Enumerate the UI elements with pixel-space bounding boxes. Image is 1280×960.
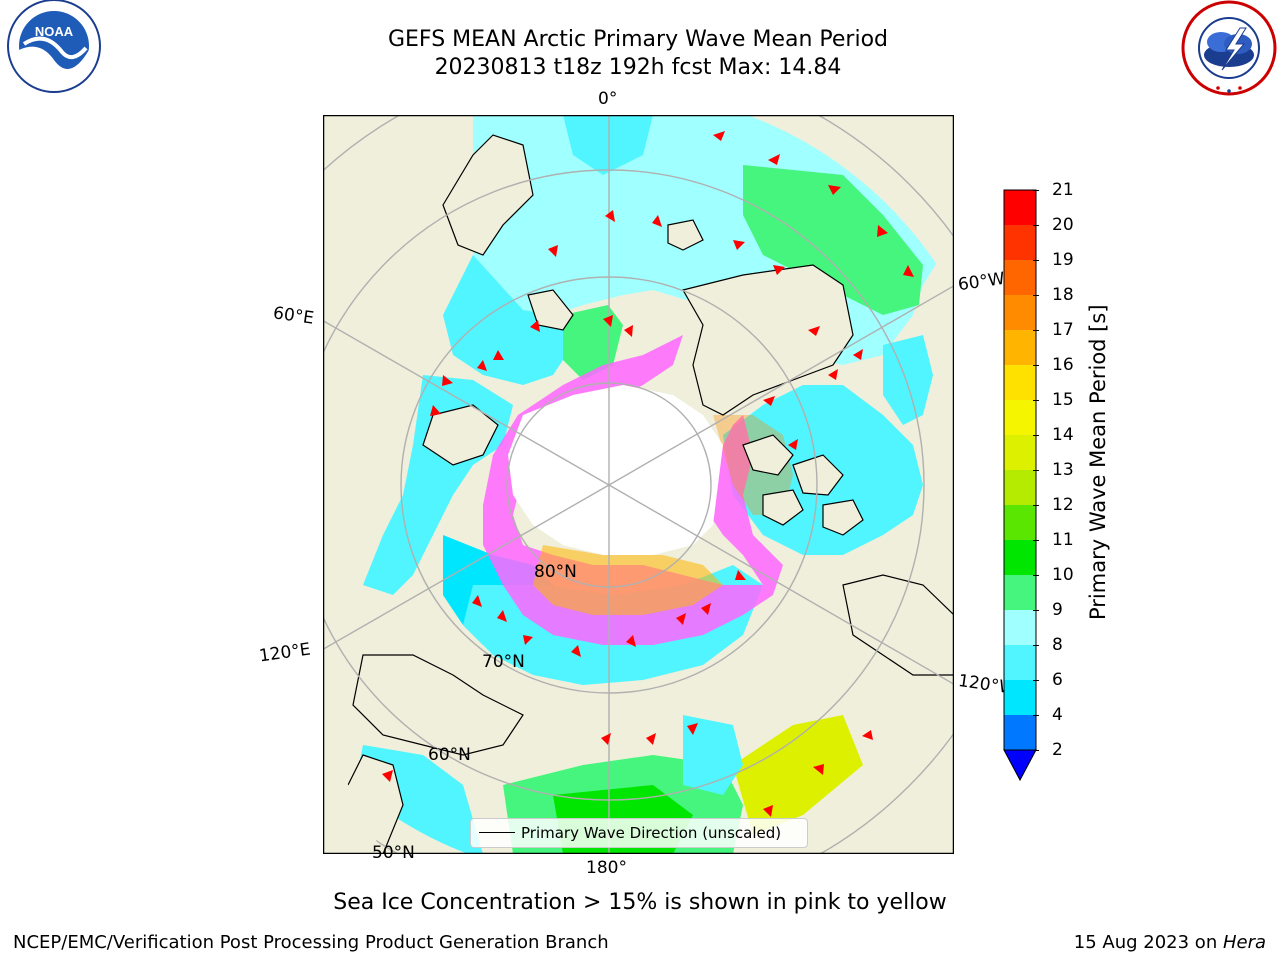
wave-direction-arrows <box>382 131 914 817</box>
colorbar-bin <box>1004 190 1036 225</box>
noaa-logo: NOAA <box>7 0 101 93</box>
colorbar-tick-mark <box>1033 680 1039 681</box>
colorbar-bin <box>1004 540 1036 575</box>
colorbar-tick-mark <box>1033 645 1039 646</box>
colorbar-tick-label: 8 <box>1052 635 1063 655</box>
colorbar-tick-label: 11 <box>1052 530 1074 550</box>
colorbar-tick-label: 16 <box>1052 355 1074 375</box>
colorbar-extend-arrow <box>1003 749 1037 782</box>
colorbar-bin <box>1004 645 1036 680</box>
lon-label-60e: 60°E <box>271 303 316 329</box>
colorbar-tick-mark <box>1033 295 1039 296</box>
map-legend: Primary Wave Direction (unscaled) <box>470 818 808 848</box>
colorbar-tick-mark <box>1033 400 1039 401</box>
colorbar-bin <box>1004 365 1036 400</box>
colorbar-bin <box>1004 330 1036 365</box>
map-frame <box>323 115 954 854</box>
map-subtitle: 20230813 t18z 192h fcst Max: 14.84 <box>434 55 842 80</box>
nws-logo <box>1181 0 1277 96</box>
noaa-logo-text: NOAA <box>35 24 74 39</box>
colorbar-tick-mark <box>1033 610 1039 611</box>
colorbar-tick-label: 12 <box>1052 495 1074 515</box>
colorbar-bin <box>1004 260 1036 295</box>
colorbar-tick-mark <box>1033 470 1039 471</box>
colorbar-tick-mark <box>1033 330 1039 331</box>
colorbar-tick-label: 6 <box>1052 670 1063 690</box>
map-title: GEFS MEAN Arctic Primary Wave Mean Perio… <box>387 27 888 52</box>
colorbar-tick-mark <box>1033 435 1039 436</box>
colorbar-tick-label: 17 <box>1052 320 1074 340</box>
colorbar-tick-label: 2 <box>1052 740 1063 760</box>
colorbar-tick-label: 18 <box>1052 285 1074 305</box>
colorbar <box>1003 189 1037 782</box>
colorbar-tick-label: 20 <box>1052 215 1074 235</box>
colorbar-bin <box>1004 680 1036 715</box>
colorbar-bin <box>1004 435 1036 470</box>
sea-ice-note: Sea Ice Concentration > 15% is shown in … <box>333 890 947 915</box>
colorbar-bin <box>1004 715 1036 750</box>
colorbar-bin <box>1004 400 1036 435</box>
lon-label-0: 0° <box>598 89 618 109</box>
colorbar-tick-mark <box>1033 225 1039 226</box>
colorbar-bin <box>1004 610 1036 645</box>
colorbar-tick-mark <box>1033 260 1039 261</box>
colorbar-tick-label: 9 <box>1052 600 1063 620</box>
colorbar-tick-label: 15 <box>1052 390 1074 410</box>
colorbar-tick-mark <box>1033 715 1039 716</box>
legend-line-swatch <box>479 832 515 833</box>
footer-host: Hera <box>1222 932 1266 953</box>
colorbar-bin <box>1004 470 1036 505</box>
colorbar-label: Primary Wave Mean Period [s] <box>1086 304 1110 620</box>
colorbar-tick-mark <box>1033 750 1039 751</box>
lat-label-60n: 60°N <box>428 745 471 765</box>
footer-date-text: 15 Aug 2023 on <box>1073 932 1223 953</box>
footer-credit: NCEP/EMC/Verification Post Processing Pr… <box>13 932 609 953</box>
colorbar-tick-label: 4 <box>1052 705 1063 725</box>
lon-label-60w: 60°W <box>956 268 1007 296</box>
colorbar-tick-mark <box>1033 365 1039 366</box>
colorbar-tick-label: 21 <box>1052 180 1074 200</box>
wave-period-field <box>353 115 954 854</box>
colorbar-tick-mark <box>1033 505 1039 506</box>
colorbar-tick-label: 13 <box>1052 460 1074 480</box>
colorbar-tick-label: 14 <box>1052 425 1074 445</box>
footer-date: 15 Aug 2023 on Hera <box>1074 932 1266 953</box>
colorbar-tick-mark <box>1033 575 1039 576</box>
lat-label-70n: 70°N <box>482 652 525 672</box>
lat-label-80n: 80°N <box>534 562 577 582</box>
colorbar-bin <box>1004 295 1036 330</box>
colorbar-tick-label: 19 <box>1052 250 1074 270</box>
colorbar-bin <box>1004 575 1036 610</box>
graticule <box>323 115 954 854</box>
lon-label-180: 180° <box>586 858 627 878</box>
colorbar-tick-label: 10 <box>1052 565 1074 585</box>
arctic-wave-period-map <box>323 115 954 854</box>
colorbar-bin <box>1004 225 1036 260</box>
lat-label-50n: 50°N <box>372 843 415 863</box>
legend-label: Primary Wave Direction (unscaled) <box>521 824 782 842</box>
colorbar-tick-mark <box>1033 190 1039 191</box>
colorbar-tick-mark <box>1033 540 1039 541</box>
colorbar-bin <box>1004 505 1036 540</box>
lon-label-120e: 120°E <box>257 639 312 667</box>
